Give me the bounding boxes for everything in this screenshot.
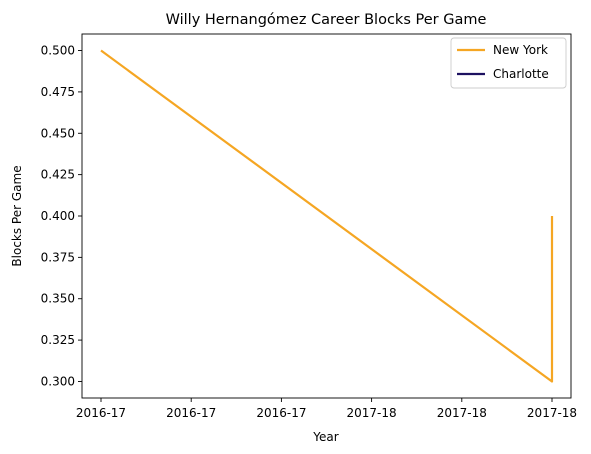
- x-tick-label-1: 2016-17: [166, 406, 216, 420]
- x-tick-label-4: 2017-18: [437, 406, 487, 420]
- chart-title: Willy Hernangómez Career Blocks Per Game: [166, 12, 487, 28]
- y-tick-label-7: 0.475: [41, 85, 75, 99]
- y-tick-label-5: 0.425: [41, 168, 75, 182]
- y-tick-label-6: 0.450: [41, 126, 75, 140]
- legend: New York Charlotte: [450, 37, 567, 89]
- y-tick-label-1: 0.325: [41, 333, 75, 347]
- x-tick-label-5: 2017-18: [527, 406, 577, 420]
- legend-label-0: New York: [493, 43, 548, 57]
- y-axis-label: Blocks Per Game: [10, 165, 24, 266]
- legend-label-1: Charlotte: [493, 67, 549, 81]
- x-axis-label: Year: [312, 430, 338, 444]
- x-tick-label-3: 2017-18: [347, 406, 397, 420]
- y-tick-label-0: 0.300: [41, 374, 75, 388]
- y-tick-label-3: 0.375: [41, 250, 75, 264]
- plot-area: 0.300 0.325 0.350 0.375 0.400 0.425 0.450 0.475…: [41, 33, 577, 420]
- series-line-0: [100, 49, 554, 383]
- x-tick-label-0: 2016-17: [76, 406, 126, 420]
- x-tick-label-2: 2016-17: [256, 406, 306, 420]
- y-tick-label-4: 0.400: [41, 209, 75, 223]
- y-tick-label-8: 0.500: [41, 44, 75, 58]
- y-tick-label-2: 0.350: [41, 292, 75, 306]
